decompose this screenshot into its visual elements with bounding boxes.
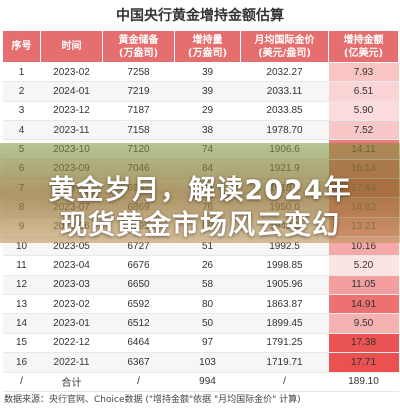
cell-index: 3 [2,101,41,122]
cell-time: 2023-01 [40,313,103,334]
cell-amount: 5.90 [328,101,399,122]
cell-time: 2023-02 [40,62,103,83]
cell-avg-price: 1791.25 [240,333,329,354]
total-cell-avg-price: / [240,372,329,392]
cell-reserve: 7219 [102,81,175,102]
cell-avg-price: 1978.70 [240,120,329,141]
cell-reserve: 6650 [102,275,175,296]
table-row: 1 2023-02 7258 39 2032.27 7.93 [2,62,399,83]
cell-avg-price: 1998.85 [240,255,329,276]
cell-reserve: 7158 [102,120,175,141]
cell-reserve: 7258 [102,62,175,83]
header-index: 序号 [2,30,41,63]
cell-reserve: 7187 [102,101,175,122]
banner-headline-line2: 现货黄金市场风云变幻 [60,210,340,241]
table-row: 4 2023-11 7158 38 1978.70 7.52 [2,120,399,141]
cell-amount: 17.71 [328,352,399,373]
total-cell-index: / [2,372,41,392]
data-source-note: 数据来源：央行官网、Choice数据 ("增持金额"依据 "月均国际金价" 计算… [4,395,301,405]
table-title: 中国央行黄金增持金额估算 [116,8,284,24]
cell-increase: 29 [174,101,241,122]
banner-overlay [0,143,400,243]
total-cell-amount: 189.10 [328,372,399,392]
cell-time: 2023-04 [40,255,103,276]
cell-index: 14 [2,313,41,334]
cell-reserve: 6676 [102,255,175,276]
cell-increase: 50 [174,313,241,334]
total-cell-time: 合计 [40,372,103,392]
cell-index: 16 [2,352,41,373]
cell-time: 2023-11 [40,120,103,141]
cell-amount: 7.93 [328,62,399,83]
cell-reserve: 6367 [102,352,175,373]
cell-amount: 11.05 [328,275,399,296]
table-row: 14 2023-01 6512 50 1899.45 9.50 [2,313,399,334]
cell-index: 1 [2,62,41,83]
cell-increase: 80 [174,294,241,315]
cell-time: 2024-01 [40,81,103,102]
cell-time: 2023-03 [40,275,103,296]
cell-time: 2023-02 [40,294,103,315]
cell-reserve: 6512 [102,313,175,334]
table-row: 11 2023-04 6676 26 1998.85 5.20 [2,255,399,276]
cell-avg-price: 1899.45 [240,313,329,334]
cell-index: 12 [2,275,41,296]
cell-amount: 7.52 [328,120,399,141]
cell-index: 15 [2,333,41,354]
cell-index: 4 [2,120,41,141]
cell-avg-price: 1719.71 [240,352,329,373]
cell-index: 2 [2,81,41,102]
total-row: / 合计/994/189.10 [2,372,399,392]
banner-headline-line1: 黄金岁月，解读2024年 [48,175,352,206]
cell-time: 2023-12 [40,101,103,122]
cell-amount: 9.50 [328,313,399,334]
table-row: 3 2023-12 7187 29 2033.85 5.90 [2,101,399,122]
cell-reserve: 6464 [102,333,175,354]
cell-increase: 39 [174,81,241,102]
cell-avg-price: 1905.96 [240,275,329,296]
total-cell-reserve: / [102,372,175,392]
cell-increase: 38 [174,120,241,141]
header-reserve: 黄金储备 (万盎司) [102,30,175,63]
cell-index: 13 [2,294,41,315]
header-avg-price: 月均国际金价 (美元/盎司) [240,30,329,63]
cell-increase: 39 [174,62,241,83]
cell-amount: 14.91 [328,294,399,315]
cell-increase: 58 [174,275,241,296]
cell-avg-price: 2033.85 [240,101,329,122]
table-row: 12 2023-03 6650 58 1905.96 11.05 [2,275,399,296]
cell-avg-price: 1863.87 [240,294,329,315]
header-time: 时间 [40,30,103,63]
cell-increase: 97 [174,333,241,354]
cell-amount: 6.51 [328,81,399,102]
total-cell-increase: 994 [174,372,241,392]
table-row: 15 2022-12 6464 97 1791.25 17.38 [2,333,399,354]
cell-increase: 103 [174,352,241,373]
header-increase: 增持量 (万盎司) [174,30,241,63]
header-amount: 增持金额 (亿美元) [328,30,399,63]
table-row: 2 2024-01 7219 39 2033.11 6.51 [2,81,399,102]
cell-time: 2022-11 [40,352,103,373]
table-row: 16 2022-11 6367 103 1719.71 17.71 [2,352,399,373]
cell-time: 2022-12 [40,333,103,354]
cell-reserve: 6592 [102,294,175,315]
cell-increase: 26 [174,255,241,276]
cell-avg-price: 2033.11 [240,81,329,102]
table-row: 13 2023-02 6592 80 1863.87 14.91 [2,294,399,315]
cell-amount: 17.38 [328,333,399,354]
header-row: 序号 时间 黄金储备 (万盎司) 增持量 (万盎司) 月均国际金价 (美元/盎司) 增… [2,30,399,63]
cell-avg-price: 2032.27 [240,62,329,83]
cell-index: 11 [2,255,41,276]
cell-amount: 5.20 [328,255,399,276]
